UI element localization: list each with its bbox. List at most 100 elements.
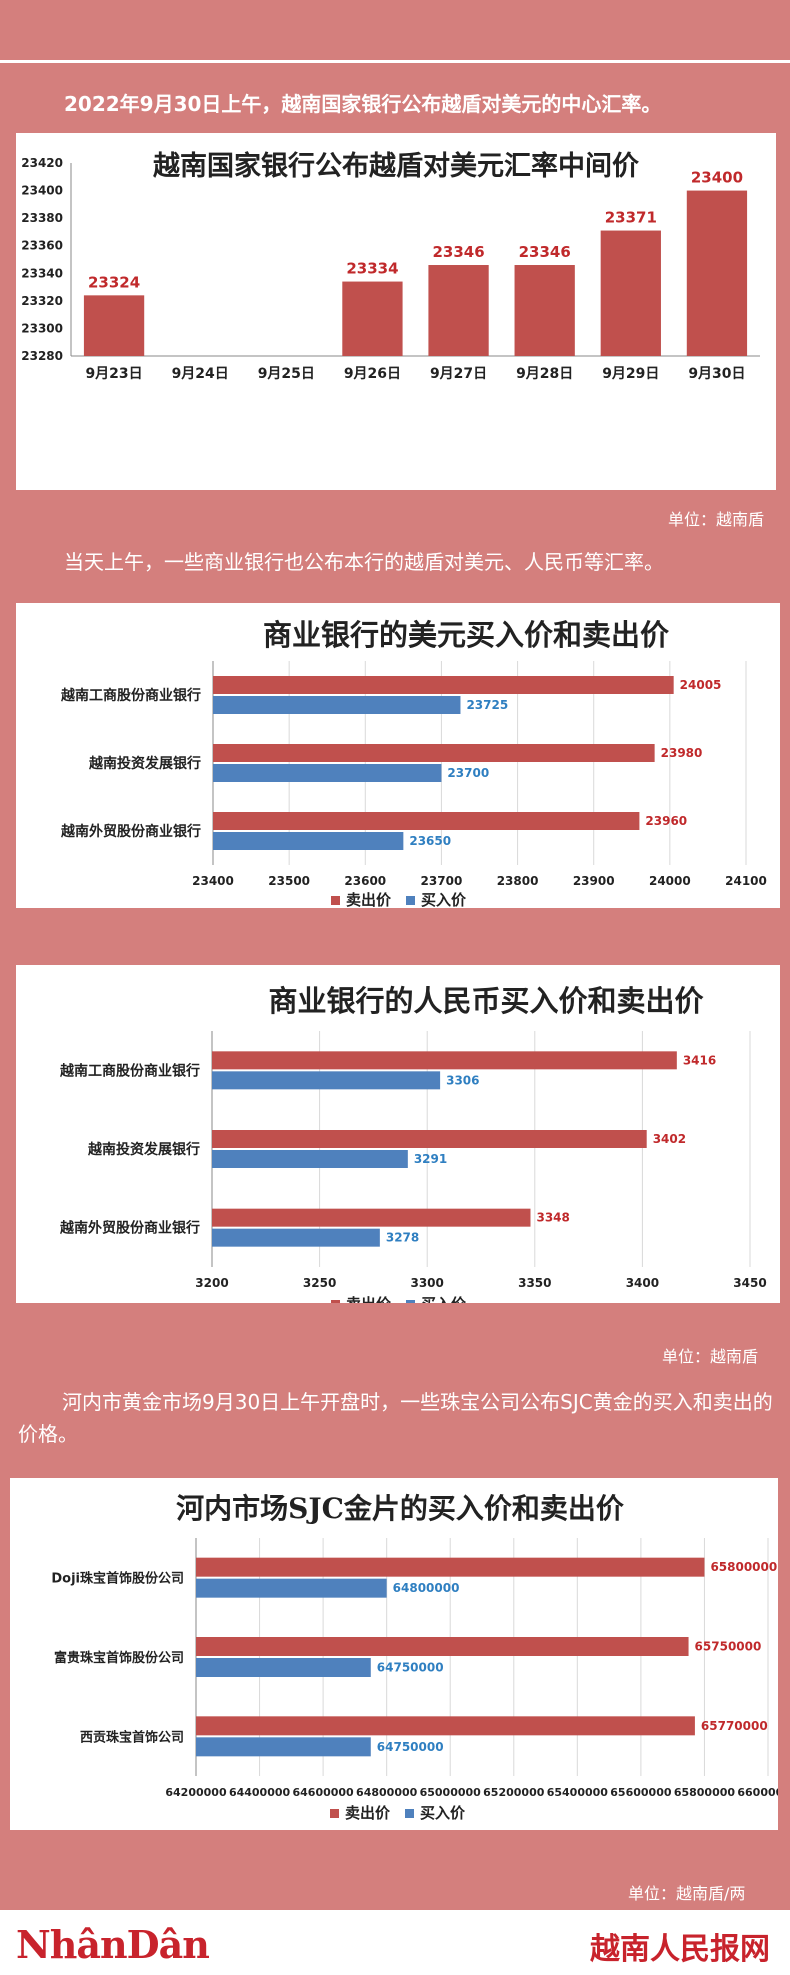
x-tick-label: 9月23日 bbox=[85, 366, 142, 382]
unit-note-2: 单位：越南盾 bbox=[662, 1347, 759, 1366]
chart-title: 河内市场SJC金片的买入价和卖出价 bbox=[176, 1492, 625, 1525]
chart-panel-2: 商业银行的美元买入价和卖出价 23400 23500 23600 23700 23800… bbox=[16, 603, 780, 908]
bar bbox=[213, 764, 442, 782]
category-label: 越南工商股份商业银行 bbox=[60, 687, 201, 704]
chart-sjc-gold: 河内市场SJC金片的买入价和卖出价 64200000 64400000 646000… bbox=[51, 1492, 778, 1822]
x-tick-label: 64400000 bbox=[229, 1786, 291, 1799]
chart-title: 商业银行的人民币买入价和卖出价 bbox=[268, 984, 704, 1018]
y-tick-label: 23340 bbox=[21, 266, 63, 280]
bar bbox=[196, 1637, 689, 1656]
category-label: 越南外贸股份商业银行 bbox=[60, 823, 201, 840]
legend-label: 买入价 bbox=[420, 1804, 466, 1822]
x-tick-label: 23800 bbox=[497, 874, 539, 888]
data-label: 23700 bbox=[447, 766, 489, 780]
y-tick-label: 23320 bbox=[21, 294, 63, 308]
chart-usd-banks: 商业银行的美元买入价和卖出价 23400 23500 23600 23700 23800… bbox=[60, 618, 767, 908]
x-tick-label: 3350 bbox=[518, 1276, 551, 1290]
x-tick-label: 3200 bbox=[195, 1276, 228, 1290]
category-label: 越南投资发展银行 bbox=[87, 1141, 200, 1158]
x-tick-label: 64200000 bbox=[165, 1786, 227, 1799]
data-label: 23980 bbox=[661, 746, 703, 760]
chart-panel-4: 河内市场SJC金片的买入价和卖出价 64200000 64400000 646000… bbox=[10, 1478, 778, 1830]
data-label: 23371 bbox=[605, 209, 657, 227]
y-tick-label: 23280 bbox=[21, 349, 63, 363]
bar bbox=[213, 832, 404, 850]
legend-label: 卖出价 bbox=[346, 891, 392, 908]
bar bbox=[196, 1737, 371, 1757]
category-label: 越南投资发展银行 bbox=[88, 755, 201, 772]
bar bbox=[342, 281, 403, 356]
unit-note-3: 单位：越南盾/两 bbox=[628, 1884, 746, 1903]
data-label: 23400 bbox=[691, 169, 743, 187]
x-tick-label: 23600 bbox=[344, 874, 386, 888]
x-tick-label: 65600000 bbox=[610, 1786, 672, 1799]
chart-title: 商业银行的美元买入价和卖出价 bbox=[263, 618, 670, 652]
category-label: 西贡珠宝首饰公司 bbox=[80, 1729, 184, 1745]
nhandan-logo[interactable]: NhânDân bbox=[16, 1922, 210, 1967]
x-tick-label: 9月25日 bbox=[258, 366, 315, 382]
y-tick-label: 23400 bbox=[21, 184, 63, 198]
x-tick-label: 66000000 bbox=[737, 1786, 778, 1799]
intro-text-2: 当天上午，一些商业银行也公布本行的越盾对美元、人民币等汇率。 bbox=[64, 550, 664, 574]
x-tick-label: 65800000 bbox=[674, 1786, 736, 1799]
data-label: 24005 bbox=[680, 678, 722, 692]
bar bbox=[196, 1716, 695, 1736]
bar bbox=[212, 1150, 408, 1168]
x-tick-label: 64600000 bbox=[292, 1786, 354, 1799]
bar bbox=[196, 1578, 387, 1598]
data-label: 3306 bbox=[446, 1073, 479, 1087]
data-label: 23650 bbox=[409, 834, 451, 848]
bar bbox=[213, 812, 640, 830]
legend-label: 买入价 bbox=[421, 1295, 467, 1303]
data-label: 23960 bbox=[645, 814, 687, 828]
x-tick-label: 23400 bbox=[192, 874, 234, 888]
category-label: 富贵珠宝首饰股份公司 bbox=[54, 1650, 184, 1666]
y-tick-label: 23300 bbox=[21, 321, 63, 335]
data-label: 23324 bbox=[88, 273, 140, 291]
x-tick-label: 24000 bbox=[649, 874, 691, 888]
bar bbox=[83, 295, 145, 356]
x-tick-label: 9月26日 bbox=[344, 366, 401, 382]
data-label: 64800000 bbox=[393, 1581, 460, 1595]
legend-label: 卖出价 bbox=[346, 1295, 392, 1303]
chart-title: 越南国家银行公布越盾对美元汇率中间价 bbox=[153, 150, 640, 182]
chart-central-rate: 越南国家银行公布越盾对美元汇率中间价 23280 23300 23320 23340 2… bbox=[21, 150, 760, 382]
bar bbox=[428, 265, 489, 356]
x-tick-label: 3250 bbox=[303, 1276, 336, 1290]
data-label: 23346 bbox=[432, 243, 484, 261]
x-tick-label: 64800000 bbox=[356, 1786, 418, 1799]
x-tick-label: 65400000 bbox=[547, 1786, 609, 1799]
legend-swatch bbox=[406, 896, 415, 905]
data-label: 64750000 bbox=[377, 1661, 444, 1675]
data-label: 3402 bbox=[653, 1132, 686, 1146]
intro-text-3: 河内市黄金市场9月30日上午开盘时，一些珠宝公司公布SJC黄金的买入和卖出的价格… bbox=[18, 1390, 773, 1446]
top-divider bbox=[0, 60, 790, 63]
site-logo[interactable]: 越南人民报网 bbox=[590, 1932, 770, 1967]
legend-swatch bbox=[331, 896, 340, 905]
y-tick-label: 23420 bbox=[21, 156, 63, 170]
category-label: 越南工商股份商业银行 bbox=[59, 1062, 200, 1079]
x-tick-label: 65200000 bbox=[483, 1786, 545, 1799]
category-label: 越南外贸股份商业银行 bbox=[59, 1220, 200, 1237]
footer: NhânDân 越南人民报网 bbox=[0, 1910, 790, 1975]
x-tick-label: 23500 bbox=[268, 874, 310, 888]
data-label: 23346 bbox=[519, 243, 571, 261]
bar bbox=[600, 230, 661, 356]
x-tick-label: 24100 bbox=[725, 874, 767, 888]
legend-swatch bbox=[405, 1809, 414, 1818]
bar bbox=[212, 1071, 441, 1090]
data-label: 3291 bbox=[414, 1152, 447, 1166]
data-label: 64750000 bbox=[377, 1740, 444, 1754]
bar bbox=[686, 190, 748, 356]
y-tick-label: 23360 bbox=[21, 239, 63, 253]
x-tick-label: 9月24日 bbox=[172, 366, 229, 382]
x-tick-label: 3300 bbox=[410, 1276, 443, 1290]
intro-text-1: 2022年9月30日上午，越南国家银行公布越盾对美元的中心汇率。 bbox=[64, 92, 662, 116]
x-tick-label: 9月29日 bbox=[602, 366, 659, 382]
bar bbox=[212, 1228, 380, 1247]
y-tick-label: 23380 bbox=[21, 211, 63, 225]
bar bbox=[213, 696, 461, 714]
x-tick-label: 9月30日 bbox=[688, 366, 745, 382]
x-tick-label: 23900 bbox=[573, 874, 615, 888]
data-label: 65770000 bbox=[701, 1719, 768, 1733]
